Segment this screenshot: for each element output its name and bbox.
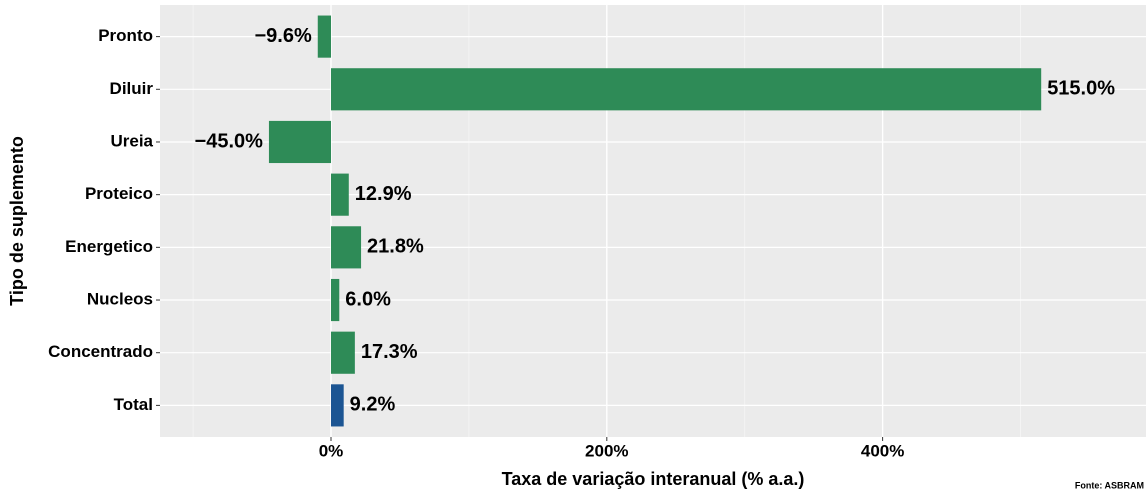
bar	[268, 120, 331, 164]
y-tick-label: Ureia	[110, 131, 153, 150]
value-label: 9.2%	[350, 394, 396, 416]
y-tick-label: Total	[114, 395, 153, 414]
value-label: −45.0%	[195, 130, 264, 152]
bar	[330, 173, 349, 216]
y-tick-label: Diluir	[110, 79, 154, 98]
y-tick-label: Energetico	[65, 237, 153, 256]
bar	[330, 278, 340, 322]
value-label: 17.3%	[361, 341, 418, 363]
x-axis-title: Taxa de variação interanual (% a.a.)	[502, 469, 805, 489]
y-tick-label: Pronto	[98, 26, 153, 45]
value-label: 515.0%	[1047, 78, 1115, 100]
caption: Fonte: ASBRAM	[1075, 480, 1144, 490]
x-tick-label: 200%	[585, 441, 628, 460]
value-label: 6.0%	[345, 288, 391, 310]
bar	[330, 68, 1042, 111]
y-tick-label: Concentrado	[48, 342, 153, 361]
bar	[330, 226, 362, 269]
value-label: 12.9%	[355, 183, 412, 205]
y-tick-label: Nucleos	[87, 290, 153, 309]
y-axis-title: Tipo de suplemento	[7, 136, 27, 306]
value-label: −9.6%	[254, 25, 311, 47]
bar	[317, 15, 331, 58]
bar	[330, 384, 344, 427]
value-label: 21.8%	[367, 236, 424, 258]
x-tick-label: 0%	[319, 441, 344, 460]
y-tick-label: Proteico	[85, 184, 153, 203]
x-tick-label: 400%	[861, 441, 904, 460]
bar	[330, 331, 355, 374]
